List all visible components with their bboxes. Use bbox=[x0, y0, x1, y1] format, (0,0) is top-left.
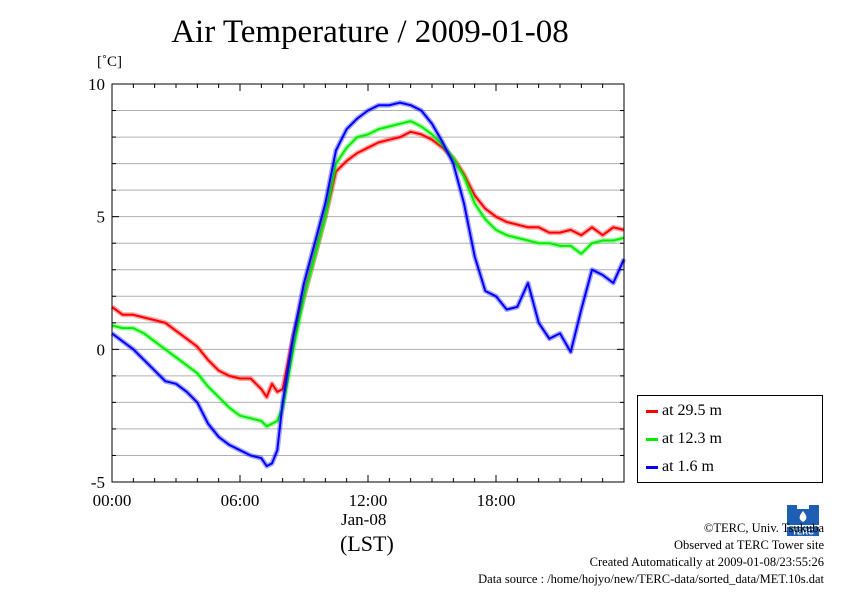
x-axis-timezone-label: (LST) bbox=[340, 531, 394, 556]
legend-label: at 1.6 m bbox=[662, 458, 714, 475]
legend-swatch bbox=[646, 409, 658, 413]
series-line bbox=[111, 101, 625, 468]
grid-layer bbox=[112, 110, 624, 456]
legend-item-1-6m: at 1.6 m bbox=[646, 457, 714, 477]
legend-label: at 29.5 m bbox=[662, 402, 722, 419]
plot-frame bbox=[111, 83, 625, 483]
data-source-text: Data source : /home/hojyo/new/TERC-data/… bbox=[478, 572, 824, 586]
x-tick-label: 00:00 bbox=[93, 491, 132, 510]
x-axis-date-label: Jan-08 bbox=[341, 510, 387, 529]
created-text: Created Automatically at 2009-01-08/23:5… bbox=[589, 555, 824, 569]
series-halo bbox=[110, 129, 625, 400]
y-tick-label: 5 bbox=[97, 208, 106, 227]
legend-swatch bbox=[646, 465, 658, 469]
series-at-29-5-m bbox=[110, 129, 625, 400]
legend-item-12-3m: at 12.3 m bbox=[646, 429, 722, 449]
y-tick-label: 0 bbox=[97, 340, 106, 359]
x-tick-label: 06:00 bbox=[221, 491, 260, 510]
chart-title: Air Temperature / 2009-01-08 bbox=[171, 14, 569, 50]
series-halo bbox=[111, 118, 625, 429]
tick-layer: -5 0 5 10 00:00 06:00 12:00 18:00 bbox=[88, 75, 625, 510]
site-text: Observed at TERC Tower site bbox=[673, 538, 824, 552]
series-at-12-3-m bbox=[111, 118, 625, 429]
series-layer bbox=[110, 100, 627, 469]
terc-logo-text: TERC bbox=[792, 528, 814, 537]
legend: at 29.5 m at 12.3 m at 1.6 m bbox=[637, 395, 823, 483]
legend-swatch bbox=[646, 437, 658, 441]
x-tick-label: 12:00 bbox=[349, 491, 388, 510]
terc-logo: TERC bbox=[785, 503, 821, 537]
legend-item-29-5m: at 29.5 m bbox=[646, 401, 722, 421]
legend-label: at 12.3 m bbox=[662, 430, 722, 447]
series-at-1-6-m bbox=[110, 100, 627, 469]
x-tick-label: 18:00 bbox=[477, 491, 516, 510]
series-line bbox=[111, 120, 625, 428]
y-axis-unit-label: [˚C] bbox=[97, 54, 122, 70]
credits: ©TERC, Univ. Tsukuba Observed at TERC To… bbox=[478, 520, 824, 588]
y-tick-label: 10 bbox=[88, 75, 105, 94]
y-tick-label: -5 bbox=[91, 473, 105, 492]
series-halo bbox=[110, 100, 627, 469]
copyright-text: ©TERC, Univ. Tsukuba bbox=[703, 521, 824, 535]
series-line bbox=[111, 130, 625, 399]
